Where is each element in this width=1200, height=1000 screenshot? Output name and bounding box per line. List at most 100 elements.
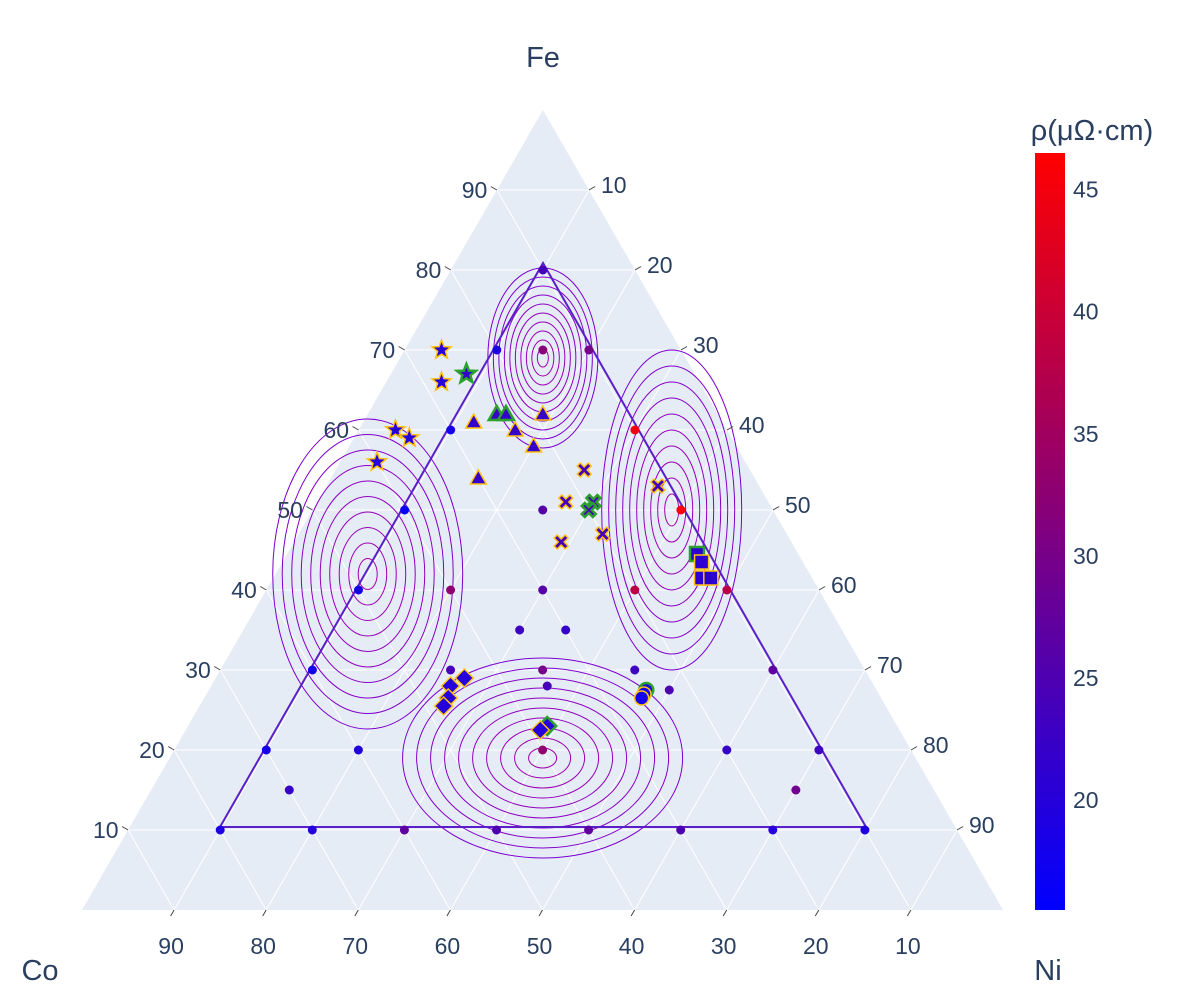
tick-label-co: 40 bbox=[619, 933, 645, 959]
data-point bbox=[768, 665, 778, 675]
triangle-up-marker bbox=[524, 436, 543, 453]
tick-label-fe: 80 bbox=[416, 257, 442, 283]
x-marker bbox=[553, 533, 570, 551]
square-marker bbox=[693, 554, 710, 570]
tick-label-fe: 10 bbox=[93, 817, 119, 843]
data-point bbox=[768, 825, 778, 835]
data-point bbox=[664, 685, 674, 695]
triangle-up-marker bbox=[505, 420, 525, 437]
triangle-up-marker bbox=[464, 412, 484, 429]
square-marker bbox=[703, 570, 719, 586]
contour-line bbox=[531, 339, 555, 377]
star-marker bbox=[429, 369, 454, 392]
tick-mark bbox=[906, 909, 912, 917]
data-point bbox=[446, 665, 456, 675]
contour-line bbox=[492, 276, 593, 440]
contour-line bbox=[402, 657, 684, 859]
contour-lines bbox=[272, 267, 743, 859]
contour-line bbox=[498, 285, 588, 431]
contour-line bbox=[329, 511, 407, 637]
tick-mark bbox=[446, 909, 451, 917]
tick-mark bbox=[680, 346, 688, 351]
contour-line bbox=[348, 542, 388, 606]
colorbar-tick-label: 30 bbox=[1073, 543, 1099, 569]
tick-mark bbox=[490, 186, 498, 191]
contour-line bbox=[520, 321, 566, 395]
tick-mark bbox=[910, 746, 918, 751]
grid-line bbox=[127, 829, 175, 911]
contour-line bbox=[525, 330, 560, 386]
tick-label-ni: 60 bbox=[831, 572, 857, 598]
contour-line bbox=[357, 558, 378, 590]
data-point bbox=[353, 745, 363, 755]
tick-label-fe: 30 bbox=[185, 657, 211, 683]
tick-label-ni: 10 bbox=[601, 172, 627, 198]
contour-line bbox=[615, 381, 729, 639]
colorbar-title: ρ(μΩ·cm) bbox=[1031, 115, 1154, 147]
diamond-marker bbox=[433, 695, 454, 717]
data-point bbox=[446, 585, 456, 595]
grid-line bbox=[173, 189, 590, 911]
contour-line bbox=[514, 737, 572, 779]
grid-points bbox=[215, 265, 870, 835]
tick-mark bbox=[170, 909, 175, 917]
data-point bbox=[538, 505, 548, 515]
data-point bbox=[354, 585, 363, 595]
tick-mark bbox=[213, 666, 221, 671]
data-point bbox=[630, 425, 640, 435]
contour-line bbox=[319, 496, 416, 652]
contour-line bbox=[281, 434, 454, 714]
data-point bbox=[542, 681, 552, 691]
x-marker bbox=[580, 501, 598, 519]
contour-line bbox=[622, 397, 722, 623]
tick-mark bbox=[588, 186, 596, 191]
data-point bbox=[791, 785, 801, 795]
tick-label-fe: 90 bbox=[462, 177, 488, 203]
tick-mark bbox=[630, 909, 636, 917]
star-marker bbox=[453, 360, 480, 385]
contour-line bbox=[300, 465, 435, 683]
contour-line bbox=[338, 527, 397, 621]
data-point bbox=[538, 265, 548, 275]
axis-title-ni: Ni bbox=[1034, 955, 1061, 987]
data-point bbox=[538, 665, 548, 675]
data-point bbox=[814, 745, 824, 755]
tick-mark bbox=[726, 426, 734, 431]
data-point bbox=[399, 825, 409, 835]
tick-label-co: 50 bbox=[527, 933, 553, 959]
tick-label-ni: 70 bbox=[877, 652, 903, 678]
x-marker bbox=[594, 525, 611, 543]
contour-line bbox=[310, 480, 426, 668]
grid-line bbox=[910, 829, 958, 911]
data-point bbox=[307, 665, 317, 675]
tick-label-fe: 50 bbox=[277, 497, 303, 523]
data-point bbox=[676, 825, 686, 835]
tick-label-ni: 20 bbox=[647, 252, 673, 278]
contour-line bbox=[291, 449, 445, 699]
tick-label-co: 30 bbox=[711, 933, 737, 959]
tick-mark bbox=[722, 909, 728, 917]
tick-label-co: 90 bbox=[158, 933, 184, 959]
data-point bbox=[284, 785, 294, 795]
data-point bbox=[515, 625, 525, 635]
data-point bbox=[722, 745, 732, 755]
contour-line bbox=[514, 312, 571, 404]
data-point bbox=[215, 825, 225, 835]
data-point bbox=[860, 825, 870, 835]
tick-label-ni: 90 bbox=[969, 812, 995, 838]
contour-line bbox=[503, 294, 582, 422]
contour-line bbox=[636, 429, 708, 591]
tick-label-co: 10 bbox=[895, 933, 921, 959]
axis-title-fe: Fe bbox=[526, 42, 560, 74]
colorbar-tick-label: 45 bbox=[1073, 177, 1099, 203]
circle-marker bbox=[633, 690, 650, 706]
colorbar-gradient bbox=[1035, 153, 1065, 910]
contour-line bbox=[650, 461, 694, 559]
tick-label-fe: 70 bbox=[370, 337, 396, 363]
data-point bbox=[538, 745, 548, 755]
x-marker bbox=[557, 493, 574, 511]
contour-line bbox=[458, 697, 628, 819]
tick-mark bbox=[444, 266, 452, 271]
tick-mark bbox=[398, 346, 405, 351]
